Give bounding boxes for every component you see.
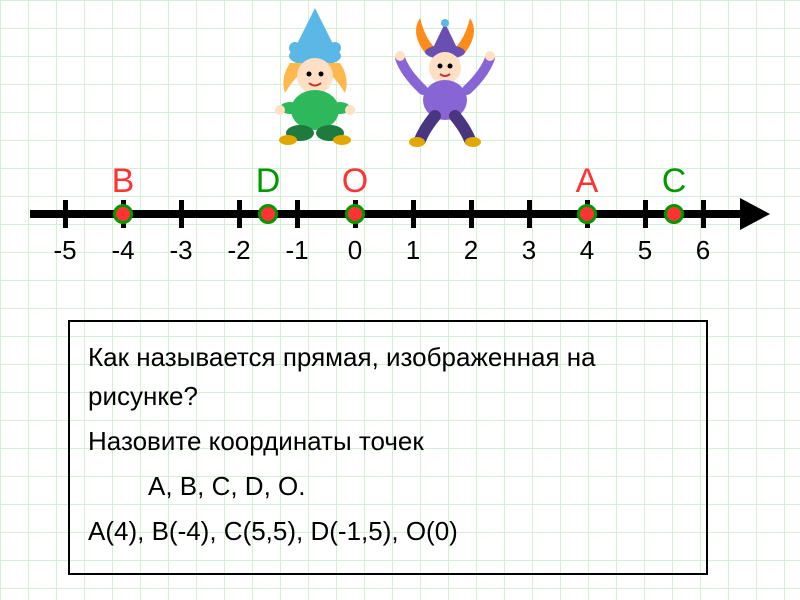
point-marker: [577, 204, 597, 224]
point-marker: [113, 204, 133, 224]
axis-tick-label: -2: [227, 235, 250, 266]
point-label: C: [662, 162, 687, 201]
question-line-4: А(4), В(-4), С(5,5), D(-1,5), О(0): [88, 512, 688, 551]
axis-tick-label: -4: [111, 235, 134, 266]
point-marker: [664, 204, 684, 224]
point-label: O: [342, 162, 368, 201]
point-marker: [258, 204, 278, 224]
axis-tick-label: -5: [53, 235, 76, 266]
axis-arrowhead: [740, 198, 770, 230]
axis-tick-label: -1: [285, 235, 308, 266]
character-left: [260, 8, 370, 148]
axis-tick: [411, 200, 416, 228]
axis-tick: [63, 200, 68, 228]
axis-tick: [237, 200, 242, 228]
axis-tick-label: 4: [580, 235, 594, 266]
axis-tick-label: 3: [522, 235, 536, 266]
question-line-3: А, В, С, D, О.: [88, 467, 688, 506]
axis-tick: [701, 200, 706, 228]
axis-tick: [643, 200, 648, 228]
axis-tick-label: 6: [696, 235, 710, 266]
question-line-1: Как называется прямая, изображенная на р…: [88, 338, 688, 416]
axis-tick: [527, 200, 532, 228]
axis-tick-label: 1: [406, 235, 420, 266]
point-marker: [345, 204, 365, 224]
point-label: B: [112, 162, 135, 201]
number-line: -5 -4 -3 -2 -1 0 1 2 3 4 5 6 B D O A C: [30, 160, 770, 290]
axis-tick: [295, 200, 300, 228]
axis-tick-label: -3: [169, 235, 192, 266]
axis-tick: [179, 200, 184, 228]
character-row: [260, 8, 500, 148]
axis-tick-label: 0: [348, 235, 362, 266]
point-label: D: [256, 162, 281, 201]
axis-tick-label: 5: [638, 235, 652, 266]
question-line-2: Назовите координаты точек: [88, 422, 688, 461]
axis-line: [30, 210, 750, 218]
character-right: [390, 8, 500, 148]
axis-tick: [469, 200, 474, 228]
question-box: Как называется прямая, изображенная на р…: [68, 320, 708, 575]
axis-tick-label: 2: [464, 235, 478, 266]
point-label: A: [576, 162, 599, 201]
